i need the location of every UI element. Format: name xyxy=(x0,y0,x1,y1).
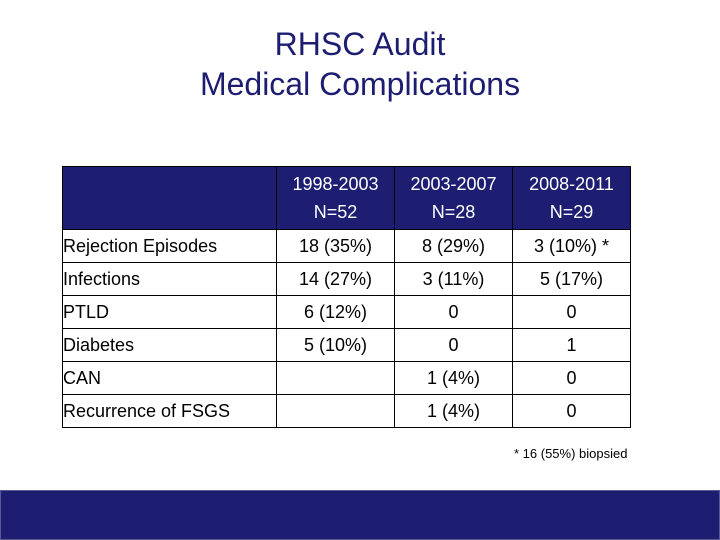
table-row: Rejection Episodes 18 (35%) 8 (29%) 3 (1… xyxy=(62,229,631,263)
title-line-2: Medical Complications xyxy=(199,66,521,102)
row-value: 3 (10%) * xyxy=(512,229,631,263)
row-value: 0 xyxy=(512,394,631,428)
row-value: 1 xyxy=(512,328,631,362)
row-value xyxy=(276,394,395,428)
row-label: CAN xyxy=(62,361,277,395)
row-value: 1 (4%) xyxy=(394,361,513,395)
row-value: 5 (10%) xyxy=(276,328,395,362)
row-label: PTLD xyxy=(62,295,277,329)
header-period-label: 2003-2007 xyxy=(410,174,497,194)
header-period-3: 2008-2011 N=29 xyxy=(512,166,631,230)
row-value: 1 (4%) xyxy=(394,394,513,428)
header-period-2: 2003-2007 N=28 xyxy=(394,166,513,230)
table-row: CAN 1 (4%) 0 xyxy=(62,361,631,395)
table-header-row: 1998-2003 N=52 2003-2007 N=28 2008-2011 … xyxy=(62,166,631,230)
row-value: 8 (29%) xyxy=(394,229,513,263)
row-value: 18 (35%) xyxy=(276,229,395,263)
row-label: Infections xyxy=(62,262,277,296)
table-row: Diabetes 5 (10%) 0 1 xyxy=(62,328,631,362)
row-value: 3 (11%) xyxy=(394,262,513,296)
header-corner-cell xyxy=(62,166,277,230)
row-value xyxy=(276,361,395,395)
row-label: Recurrence of FSGS xyxy=(62,394,277,428)
bottom-bar xyxy=(0,490,720,540)
row-value: 5 (17%) xyxy=(512,262,631,296)
table-row: Recurrence of FSGS 1 (4%) 0 xyxy=(62,394,631,428)
row-label: Rejection Episodes xyxy=(62,229,277,263)
slide-title: RHSC Audit Medical Complications xyxy=(0,24,720,104)
header-period-label: 2008-2011 xyxy=(529,174,614,194)
header-period-1: 1998-2003 N=52 xyxy=(276,166,395,230)
row-value: 14 (27%) xyxy=(276,262,395,296)
title-line-1: RHSC Audit xyxy=(274,26,446,62)
complications-table: 1998-2003 N=52 2003-2007 N=28 2008-2011 … xyxy=(62,166,631,428)
table-row: Infections 14 (27%) 3 (11%) 5 (17%) xyxy=(62,262,631,296)
row-value: 0 xyxy=(394,328,513,362)
row-value: 0 xyxy=(512,361,631,395)
header-n-label: N=28 xyxy=(431,202,476,222)
row-value: 0 xyxy=(512,295,631,329)
header-n-label: N=29 xyxy=(549,202,594,222)
row-label: Diabetes xyxy=(62,328,277,362)
row-value: 6 (12%) xyxy=(276,295,395,329)
footnote: * 16 (55%) biopsied xyxy=(514,446,628,461)
row-value: 0 xyxy=(394,295,513,329)
header-period-label: 1998-2003 xyxy=(292,174,379,194)
table-row: PTLD 6 (12%) 0 0 xyxy=(62,295,631,329)
header-n-label: N=52 xyxy=(313,202,358,222)
